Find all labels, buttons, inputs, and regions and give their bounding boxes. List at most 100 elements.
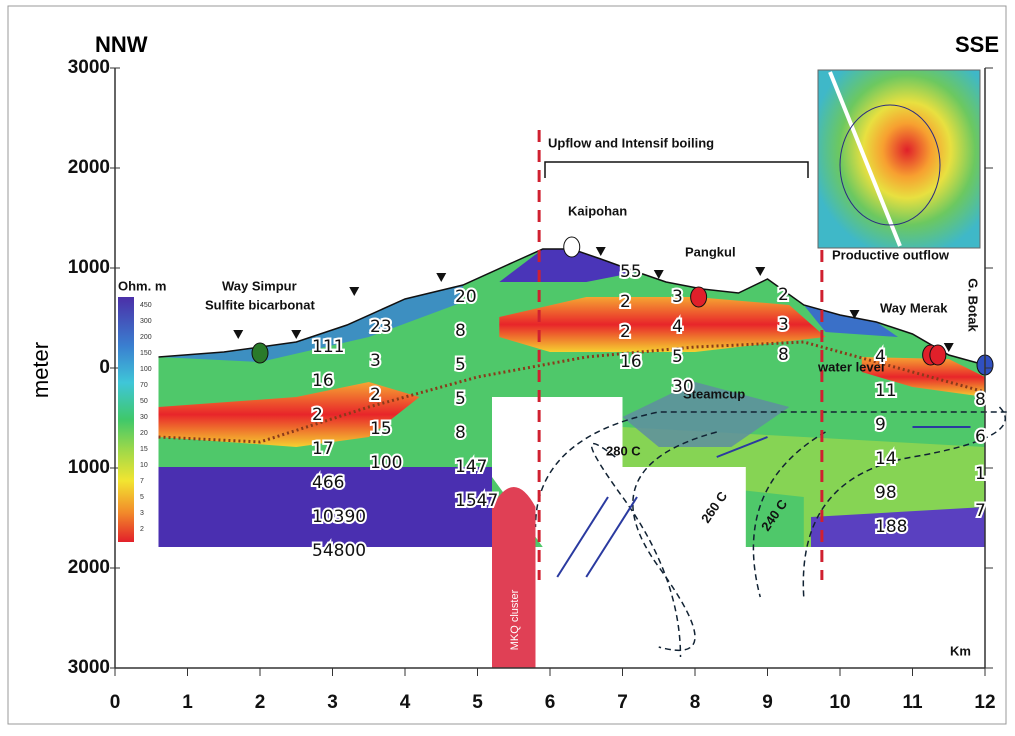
isotherm (534, 411, 1007, 528)
station-marker (291, 330, 302, 339)
station-marker (849, 310, 860, 319)
x-tick-label: 8 (690, 692, 701, 713)
resistivity-value: 5 (672, 347, 683, 367)
label-left: NNW (95, 32, 148, 57)
legend-label: 200 (140, 334, 152, 341)
frame (7, 5, 1007, 725)
legend-label: 10 (140, 462, 148, 469)
mkq-intrusion (492, 487, 536, 668)
bracket (544, 161, 809, 178)
legend-label: 70 (140, 382, 148, 389)
resistivity-value: 16 (312, 371, 334, 391)
annotation: Pangkul (685, 244, 736, 259)
x-tick-label: 7 (617, 692, 628, 713)
resistivity-value: 2 (312, 405, 323, 425)
legend-label: 3 (140, 510, 144, 517)
x-tick-label: 1 (182, 692, 193, 713)
resistivity-value: 55 (620, 262, 642, 282)
resistivity-value: 2 (620, 322, 631, 342)
steamcap (622, 382, 790, 447)
inset-contour (839, 104, 941, 226)
spring-marker (251, 342, 269, 364)
legend-label: 100 (140, 366, 152, 373)
resistivity-value: 1547 (455, 491, 498, 511)
y-tick-label: 0 (99, 357, 110, 378)
resistivity-value: 16 (620, 352, 642, 372)
resistivity-value: 7 (975, 501, 986, 521)
legend-label: 2 (140, 526, 144, 533)
spring-marker (929, 344, 947, 366)
isotherm (752, 431, 826, 598)
x-tick-label: 10 (829, 692, 850, 713)
legend-label: 150 (140, 350, 152, 357)
x-tick-label: 6 (545, 692, 556, 713)
y-tick-label: 1000 (68, 457, 110, 478)
resistivity-value: 8 (455, 321, 466, 341)
water-table (158, 340, 986, 444)
top-blue-east (803, 305, 898, 337)
resistivity-value: 23 (370, 317, 392, 337)
resistivity-value: 3 (778, 315, 789, 335)
resistivity-value: 4 (875, 347, 886, 367)
resistivity-value: 9 (875, 415, 886, 435)
station-marker (755, 267, 766, 276)
x-tick-label: 9 (762, 692, 773, 713)
station-marker (233, 330, 244, 339)
resistivity-value: 188 (875, 517, 907, 537)
annotation: MKQ cluster (509, 589, 521, 650)
x-tick-label: 3 (327, 692, 338, 713)
lower-white (158, 547, 985, 667)
topography (158, 248, 986, 366)
y-tick-label: 3000 (68, 57, 110, 78)
resistivity-value: 111 (312, 337, 344, 357)
legend-scale (118, 297, 134, 542)
resistivity-value: 14 (875, 449, 897, 469)
x-tick-label: 0 (110, 692, 121, 713)
legend-label: 5 (140, 494, 144, 501)
resistivity-value: 30 (672, 377, 694, 397)
annotation: Sulfite bicarbonat (205, 297, 315, 312)
legend-label: 50 (140, 398, 148, 405)
annotation: Way Simpur (222, 278, 297, 293)
isotherm (632, 431, 717, 652)
label-right: SSE (955, 32, 999, 57)
station-marker (349, 287, 360, 296)
resistivity-value: 8 (778, 345, 789, 365)
isotherm (590, 442, 682, 658)
annotation: Productive outflow (832, 247, 950, 262)
x-tick-label: 2 (255, 692, 266, 713)
resistivity-value: 2 (778, 285, 789, 305)
resistivity-value: 5 (455, 389, 466, 409)
annotation: water level (817, 359, 885, 374)
y-tick-label: 1000 (68, 257, 110, 278)
isotherm (802, 406, 1006, 598)
resistivity-value: 4 (672, 317, 683, 337)
resistivity-value: 17 (312, 439, 334, 459)
resistivity-value: 1 (975, 464, 986, 484)
annotation: Steamcup (683, 386, 745, 401)
y-tick-label: 2000 (68, 557, 110, 578)
resistivity-value: 6 (975, 427, 986, 447)
resistivity-value: 11 (875, 381, 897, 401)
clay-cap-center (499, 297, 826, 352)
legend-label: 300 (140, 318, 152, 325)
top-resistive (499, 249, 637, 282)
resistivity-value: 8 (455, 423, 466, 443)
station-marker (436, 273, 447, 282)
legend-label: 30 (140, 414, 148, 421)
annotation: Kaipohan (568, 203, 627, 218)
spring-marker (690, 286, 708, 308)
station-marker (595, 247, 606, 256)
clay-cap-east (861, 357, 985, 397)
resistivity-value: 20 (455, 287, 477, 307)
x-title: Km (950, 643, 971, 658)
legend-title: Ohm. m (118, 278, 166, 293)
y-tick-label: 3000 (68, 657, 110, 678)
clay-cap-west (158, 382, 420, 447)
resistivity-value: 3 (672, 287, 683, 307)
station-marker (943, 343, 954, 352)
upflow-zone (492, 397, 746, 547)
resistivity-value: 98 (875, 483, 897, 503)
resistivity-value: 3 (370, 351, 381, 371)
